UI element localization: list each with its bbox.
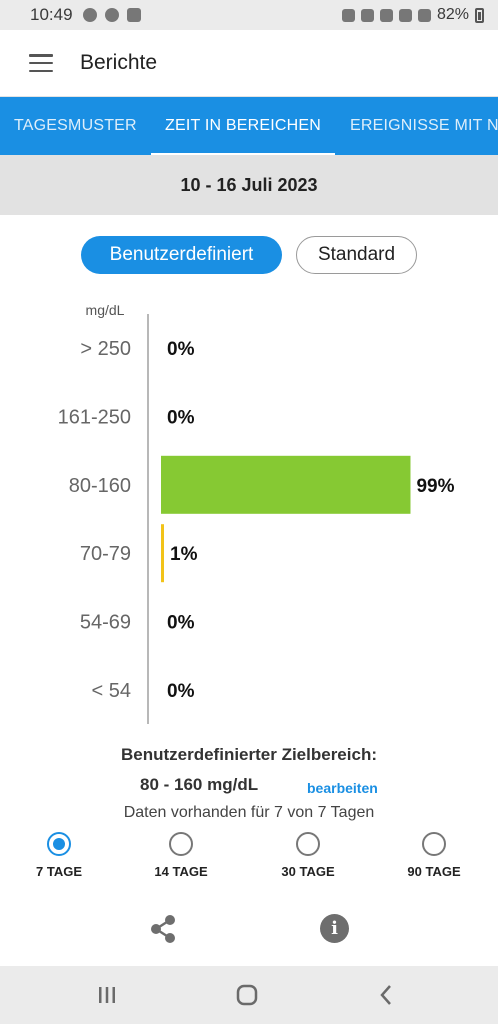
radio-7-days[interactable]: 7 TAGE xyxy=(14,832,104,879)
range-bar xyxy=(161,455,411,514)
radio-30-days[interactable]: 30 TAGE xyxy=(263,832,353,879)
active-tab-indicator xyxy=(151,153,335,156)
target-range-value: 80 - 160 mg/dL xyxy=(140,775,259,794)
radio-circle-icon[interactable] xyxy=(47,832,71,856)
battery-level: 82% xyxy=(436,6,469,23)
radio-label: 30 TAGE xyxy=(281,864,335,879)
range-value-label: 0% xyxy=(167,613,195,634)
notification-icon xyxy=(82,8,97,22)
radio-label: 90 TAGE xyxy=(407,864,461,879)
status-time: 10:49 xyxy=(30,5,73,24)
share-icon[interactable] xyxy=(149,914,177,944)
app-notification-icon xyxy=(126,8,141,22)
mute-icon xyxy=(379,8,393,22)
signal-icon xyxy=(417,8,431,22)
recent-apps-icon[interactable] xyxy=(92,980,122,1010)
range-category-label: > 250 xyxy=(80,338,131,360)
custom-toggle-button[interactable]: Benutzerdefiniert xyxy=(81,236,282,274)
data-availability: Daten vorhanden für 7 von 7 Tagen xyxy=(123,804,375,821)
range-value-label: 1% xyxy=(170,544,198,565)
tab-daily-patterns[interactable]: TAGESMUSTER xyxy=(14,117,137,134)
status-right: 82% xyxy=(341,6,484,24)
time-in-range-chart: mg/dL > 250 0% 161-250 0% 80-160 99% 70-79 1% 54… xyxy=(58,302,455,724)
edit-target-link[interactable]: bearbeiten xyxy=(307,780,378,796)
tab-time-in-ranges[interactable]: ZEIT IN BEREICHEN xyxy=(165,117,322,134)
tab-bar: TAGESMUSTER ZEIT IN BEREICHEN EREIGNISSE… xyxy=(0,97,498,155)
menu-icon[interactable] xyxy=(29,54,53,72)
alarm-icon xyxy=(341,8,355,22)
range-category-label: 70-79 xyxy=(80,543,131,565)
wifi-icon xyxy=(398,8,412,22)
date-range-label: 10 - 16 Juli 2023 xyxy=(180,174,318,195)
date-range: 10 - 16 Juli 2023 xyxy=(0,155,498,215)
battery-icon xyxy=(475,7,484,23)
period-radio-group: 7 TAGE 14 TAGE 30 TAGE 90 TAGE xyxy=(0,832,498,892)
system-nav-bar xyxy=(0,966,498,1024)
range-category-label: 54-69 xyxy=(80,612,131,634)
health-icon xyxy=(104,8,119,22)
target-range-title: Benutzerdefinierter Zielbereich: xyxy=(120,745,377,764)
radio-circle-icon[interactable] xyxy=(296,832,320,856)
radio-90-days[interactable]: 90 TAGE xyxy=(389,832,479,879)
back-icon[interactable] xyxy=(372,980,402,1010)
range-value-label: 0% xyxy=(167,339,195,360)
range-category-label: 161-250 xyxy=(58,406,131,428)
info-icon[interactable]: i xyxy=(320,914,349,943)
tab-events[interactable]: EREIGNISSE MIT NI xyxy=(350,117,498,134)
bluetooth-icon xyxy=(360,8,374,22)
chart-bars: > 250 0% 161-250 0% 80-160 99% 70-79 1% 54-69 0% <… xyxy=(58,338,455,702)
page-title: Berichte xyxy=(80,51,158,74)
range-bar xyxy=(161,524,164,583)
radio-14-days[interactable]: 14 TAGE xyxy=(136,832,226,879)
standard-toggle-button[interactable]: Standard xyxy=(296,236,417,274)
range-value-label: 0% xyxy=(167,407,195,428)
home-icon[interactable] xyxy=(232,980,262,1010)
chart-unit-label: mg/dL xyxy=(86,302,125,318)
radio-circle-icon[interactable] xyxy=(169,832,193,856)
status-bar: 10:49 82% xyxy=(0,0,498,30)
range-category-label: 80-160 xyxy=(69,475,131,497)
range-category-label: < 54 xyxy=(92,680,131,702)
app-bar: Berichte xyxy=(0,30,498,97)
radio-label: 14 TAGE xyxy=(154,864,208,879)
radio-label: 7 TAGE xyxy=(36,864,82,879)
range-value-label: 0% xyxy=(167,681,195,702)
range-value-label: 99% xyxy=(416,476,454,497)
radio-circle-icon[interactable] xyxy=(422,832,446,856)
